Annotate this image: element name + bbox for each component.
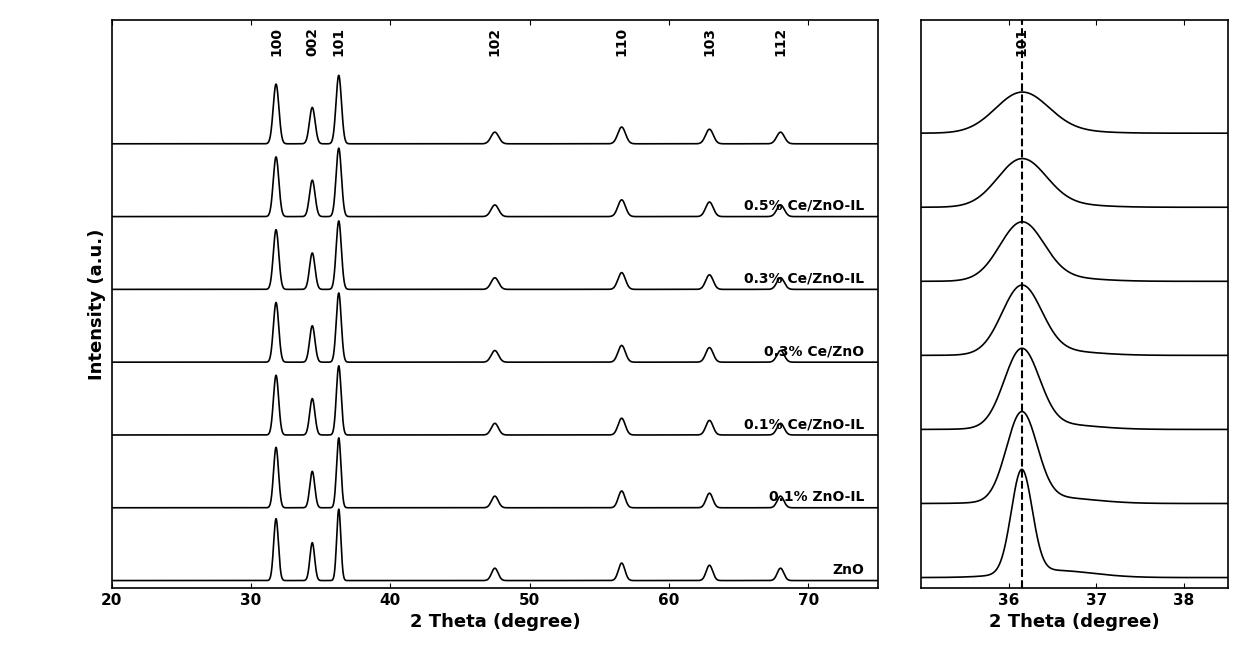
X-axis label: 2 Theta (degree): 2 Theta (degree) [409,613,580,631]
Text: ZnO: ZnO [832,563,864,577]
Text: 0.1% ZnO-IL: 0.1% ZnO-IL [769,490,864,504]
Text: 0.3% Ce/ZnO: 0.3% Ce/ZnO [764,345,864,359]
X-axis label: 2 Theta (degree): 2 Theta (degree) [990,613,1159,631]
Y-axis label: Intensity (a.u.): Intensity (a.u.) [88,228,107,379]
Text: 110: 110 [615,27,629,56]
Text: 101: 101 [1014,27,1029,56]
Text: 0.1% Ce/ZnO-IL: 0.1% Ce/ZnO-IL [744,418,864,432]
Text: 0.5% Ce/ZnO-IL: 0.5% Ce/ZnO-IL [744,199,864,213]
Text: 103: 103 [702,27,717,56]
Text: 100: 100 [269,27,283,56]
Text: 101: 101 [332,27,346,56]
Text: 102: 102 [487,27,502,56]
Text: 112: 112 [774,27,787,56]
Text: 0.3% Ce/ZnO-IL: 0.3% Ce/ZnO-IL [744,272,864,286]
Text: 002: 002 [305,27,319,56]
